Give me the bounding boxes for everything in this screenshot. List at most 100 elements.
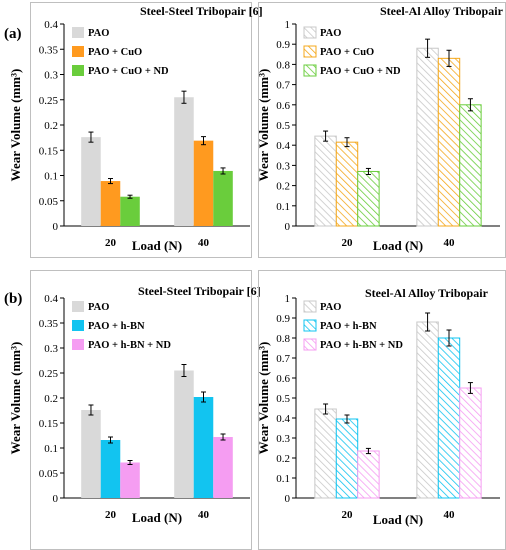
panel-label-b: (b) [4,291,22,307]
legend-swatch [72,320,84,331]
y-tick-label: 0.7 [276,353,290,365]
y-tick-label: 0.3 [44,70,58,82]
bar-pao-h-bn-nd-20 [357,450,380,499]
bar-pao-h-bn-nd-40 [213,437,233,498]
bar-pao-h-bn-20 [100,440,121,498]
y-tick-label: 0 [285,221,291,233]
panel-label-a: (a) [4,26,22,42]
legend-label: PAO [320,28,341,39]
bar-pao-cuo-nd-20 [357,170,380,227]
bar-pao-40 [416,47,439,227]
bar-pao-20 [81,410,101,498]
y-tick-label: 0.7 [276,80,290,92]
legend-swatch [303,300,317,313]
y-tick-label: 0.1 [44,443,58,455]
y-tick-label: 0.3 [44,343,58,355]
x-tick-label: 20 [105,237,117,249]
y-axis-title: Wear Volume (mm³) [256,342,271,455]
y-tick-label: 0.1 [276,473,290,485]
y-axis-title: Wear Volume (mm³) [8,342,23,455]
y-axis-title: Wear Volume (mm³) [8,69,23,182]
x-axis-title: Load (N) [132,238,182,253]
bar-pao-h-bn-nd-20 [120,462,140,498]
x-tick-label: 20 [342,509,354,521]
y-tick-label: 0.2 [44,393,58,405]
bar-pao-cuo-nd-20 [120,196,140,226]
legend-label: PAO + h-BN + ND [320,340,403,351]
y-tick-label: 0.25 [39,95,59,107]
x-tick-label: 40 [198,509,210,521]
y-tick-label: 0.6 [276,373,290,385]
bar-pao-h-bn-40 [437,337,461,499]
legend-swatch [72,339,84,350]
bar-pao-40 [174,370,194,498]
legend-swatch [303,338,317,351]
y-tick-label: 0.1 [44,171,58,183]
legend-label: PAO [88,28,109,39]
legend-label: PAO + CuO [320,47,374,58]
y-tick-label: 0.25 [39,368,59,380]
y-tick-label: 0.4 [44,19,58,31]
y-tick-label: 0 [285,493,291,505]
x-axis-title: Load (N) [373,512,423,527]
y-tick-label: 0.9 [276,39,290,51]
bar-pao-cuo-20 [100,181,121,226]
legend-label: PAO + CuO [88,47,142,58]
x-tick-label: 40 [198,237,210,249]
legend-label: PAO + h-BN [88,321,145,332]
bar-pao-40 [174,97,194,226]
chart-frame [30,2,252,258]
chart-3: Steel-Steel Tribopair [6] 0 0.05 0.1 0.15 0.2… [8,270,261,550]
y-tick-label: 0.15 [39,145,59,157]
chart-1: Steel-Steel Tribopair [6] 0 0.05 0.1 0.15 0.2… [8,2,263,258]
y-tick-label: 0.2 [44,120,58,132]
y-tick-label: 0.3 [276,160,290,172]
y-tick-label: 0.8 [276,333,290,345]
legend-label: PAO + CuO + ND [320,66,401,77]
bar-pao-h-bn-nd-40 [459,387,482,499]
bar-pao-h-bn-40 [193,397,214,498]
legend-swatch [303,26,317,39]
y-tick-label: 0.4 [276,140,290,152]
legend-swatch [303,64,317,77]
bar-pao-20 [314,408,337,499]
y-tick-label: 0.5 [276,120,290,132]
y-tick-label: 0.05 [39,196,59,208]
legend-swatch [72,27,84,38]
bar-pao-cuo-40 [437,57,461,227]
x-tick-label: 20 [342,237,354,249]
bar-pao-cuo-nd-40 [459,104,482,227]
charts-layer: Steel-Steel Tribopair [6] 0 0.05 0.1 0.15 0.2… [8,2,506,550]
chart-title: Steel-Steel Tribopair [6] [138,284,261,298]
chart-2: Steel-Al Alloy Tribopair 0 0.1 0.2 0.3 0.4 0.5… [256,2,506,258]
bar-pao-cuo-nd-40 [213,170,233,226]
y-tick-label: 0.8 [276,59,290,71]
y-tick-label: 0.35 [39,44,59,56]
y-tick-label: 0.35 [39,318,59,330]
bar-pao-h-bn-20 [335,418,359,499]
y-axis-title: Wear Volume (mm³) [256,69,271,182]
y-tick-label: 0.6 [276,100,290,112]
bar-pao-20 [314,135,337,227]
legend-label: PAO + h-BN + ND [88,340,171,351]
y-tick-label: 0.9 [276,313,290,325]
y-tick-label: 0 [53,221,59,233]
chart-4: Steel-Al Alloy Tribopair 0 0.1 0.2 0.3 0.4 0.5… [256,270,506,550]
y-tick-label: 0.2 [276,453,290,465]
x-tick-label: 40 [444,509,456,521]
legend-swatch [303,45,317,58]
bar-pao-cuo-20 [335,141,359,227]
chart-title: Steel-Steel Tribopair [6] [140,4,263,18]
y-tick-label: 0.2 [276,181,290,193]
legend-swatch [303,319,317,332]
legend-swatch [72,65,84,76]
legend-label: PAO + h-BN [320,321,377,332]
legend-label: PAO [320,302,341,313]
y-tick-label: 0 [53,493,59,505]
y-tick-label: 1 [285,19,291,31]
x-axis-title: Load (N) [132,510,182,525]
x-tick-label: 20 [105,509,117,521]
y-tick-label: 0.1 [276,201,290,213]
y-tick-label: 0.5 [276,393,290,405]
